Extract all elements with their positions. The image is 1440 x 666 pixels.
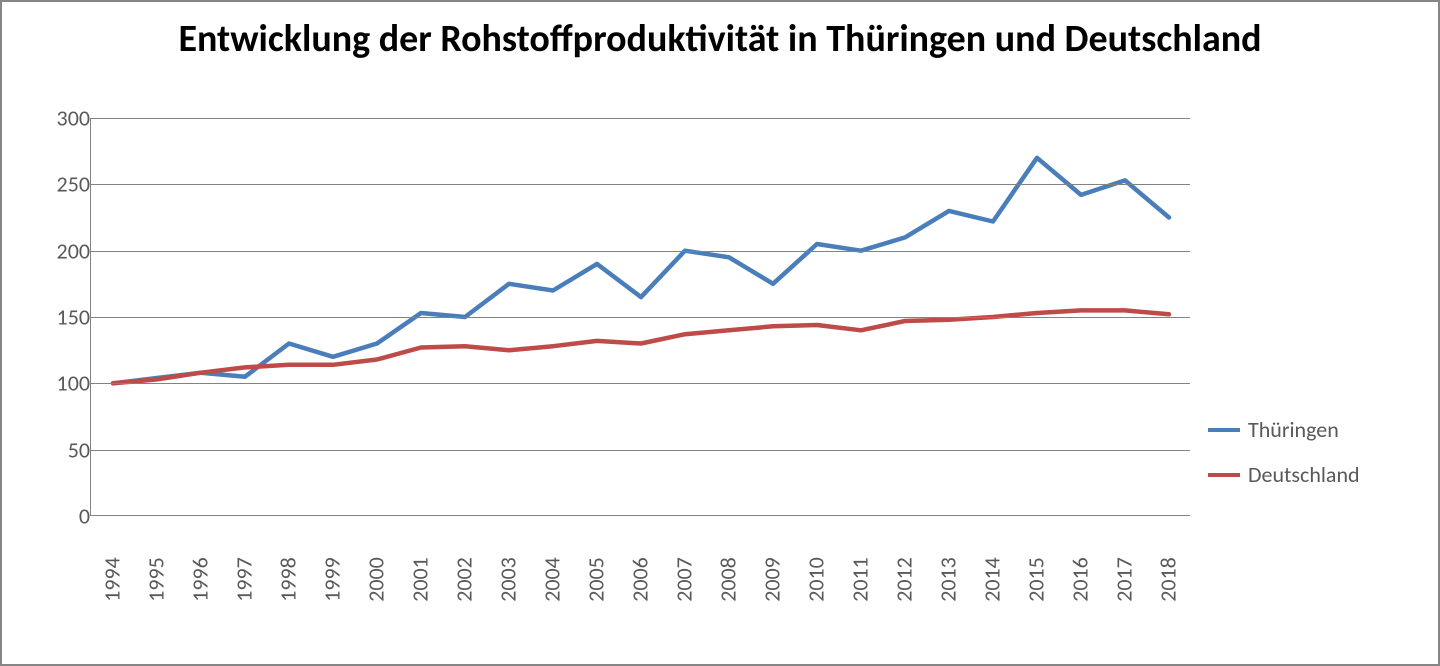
gridline <box>91 383 1190 384</box>
gridline <box>91 118 1190 119</box>
gridline <box>91 317 1190 318</box>
x-tick-label: 1998 <box>275 557 302 602</box>
legend-item: Thüringen <box>1208 416 1428 443</box>
x-tick-label: 2010 <box>803 557 830 602</box>
y-tick-label: 0 <box>30 503 90 530</box>
x-tick-label: 2008 <box>715 557 742 602</box>
y-tick-label: 100 <box>30 370 90 397</box>
y-tick-label: 250 <box>30 171 90 198</box>
x-axis: 1994 1995 1996 1997 1998 1999 2000 2001 2002 2003… <box>90 516 1190 604</box>
x-tick-label: 2006 <box>627 557 654 602</box>
y-tick-label: 200 <box>30 237 90 264</box>
x-tick-label: 2016 <box>1067 557 1094 602</box>
x-tick-label: 2012 <box>891 557 918 602</box>
x-tick-label: 2011 <box>847 557 874 602</box>
x-tick-label: 2007 <box>671 557 698 602</box>
x-tick-label: 1995 <box>143 557 170 602</box>
y-tick-label: 300 <box>30 105 90 132</box>
legend-label: Thüringen <box>1248 416 1339 443</box>
gridline <box>91 251 1190 252</box>
gridline <box>91 450 1190 451</box>
x-tick-label: 2018 <box>1155 557 1182 602</box>
x-tick-label: 1999 <box>319 557 346 602</box>
x-tick-label: 2004 <box>539 557 566 602</box>
chart-title: Entwicklung der Rohstoffproduktivität in… <box>8 8 1432 118</box>
chart-container: Entwicklung der Rohstoffproduktivität in… <box>0 0 1440 666</box>
legend-swatch <box>1208 473 1240 477</box>
series-line-thüringen <box>113 158 1169 383</box>
x-tick-label: 2002 <box>451 557 478 602</box>
y-tick-label: 50 <box>30 436 90 463</box>
x-tick-label: 2003 <box>495 557 522 602</box>
x-tick-label: 1997 <box>231 557 258 602</box>
plot-area <box>90 118 1190 516</box>
x-tick-label: 2001 <box>407 557 434 602</box>
x-tick-label: 2009 <box>759 557 786 602</box>
x-tick-label: 2013 <box>935 557 962 602</box>
x-tick-label: 2017 <box>1111 557 1138 602</box>
x-tick-label: 2005 <box>583 557 610 602</box>
gridline <box>91 184 1190 185</box>
y-axis: 050100150200250300 <box>20 118 90 516</box>
legend-item: Deutschland <box>1208 461 1428 488</box>
plot-wrap: 050100150200250300 199419951996199719981… <box>20 118 1190 604</box>
series-line-deutschland <box>113 310 1169 383</box>
x-tick-label: 1994 <box>99 557 126 602</box>
chart-body: 050100150200250300 199419951996199719981… <box>8 118 1432 604</box>
legend-swatch <box>1208 428 1240 432</box>
legend: Thüringen Deutschland <box>1208 398 1428 506</box>
legend-label: Deutschland <box>1248 461 1360 488</box>
x-tick-label: 2014 <box>979 557 1006 602</box>
x-tick-label: 2015 <box>1023 557 1050 602</box>
x-tick-label: 2000 <box>363 557 390 602</box>
chart-inner: Entwicklung der Rohstoffproduktivität in… <box>8 8 1432 658</box>
x-tick-label: 1996 <box>187 557 214 602</box>
y-tick-label: 150 <box>30 304 90 331</box>
